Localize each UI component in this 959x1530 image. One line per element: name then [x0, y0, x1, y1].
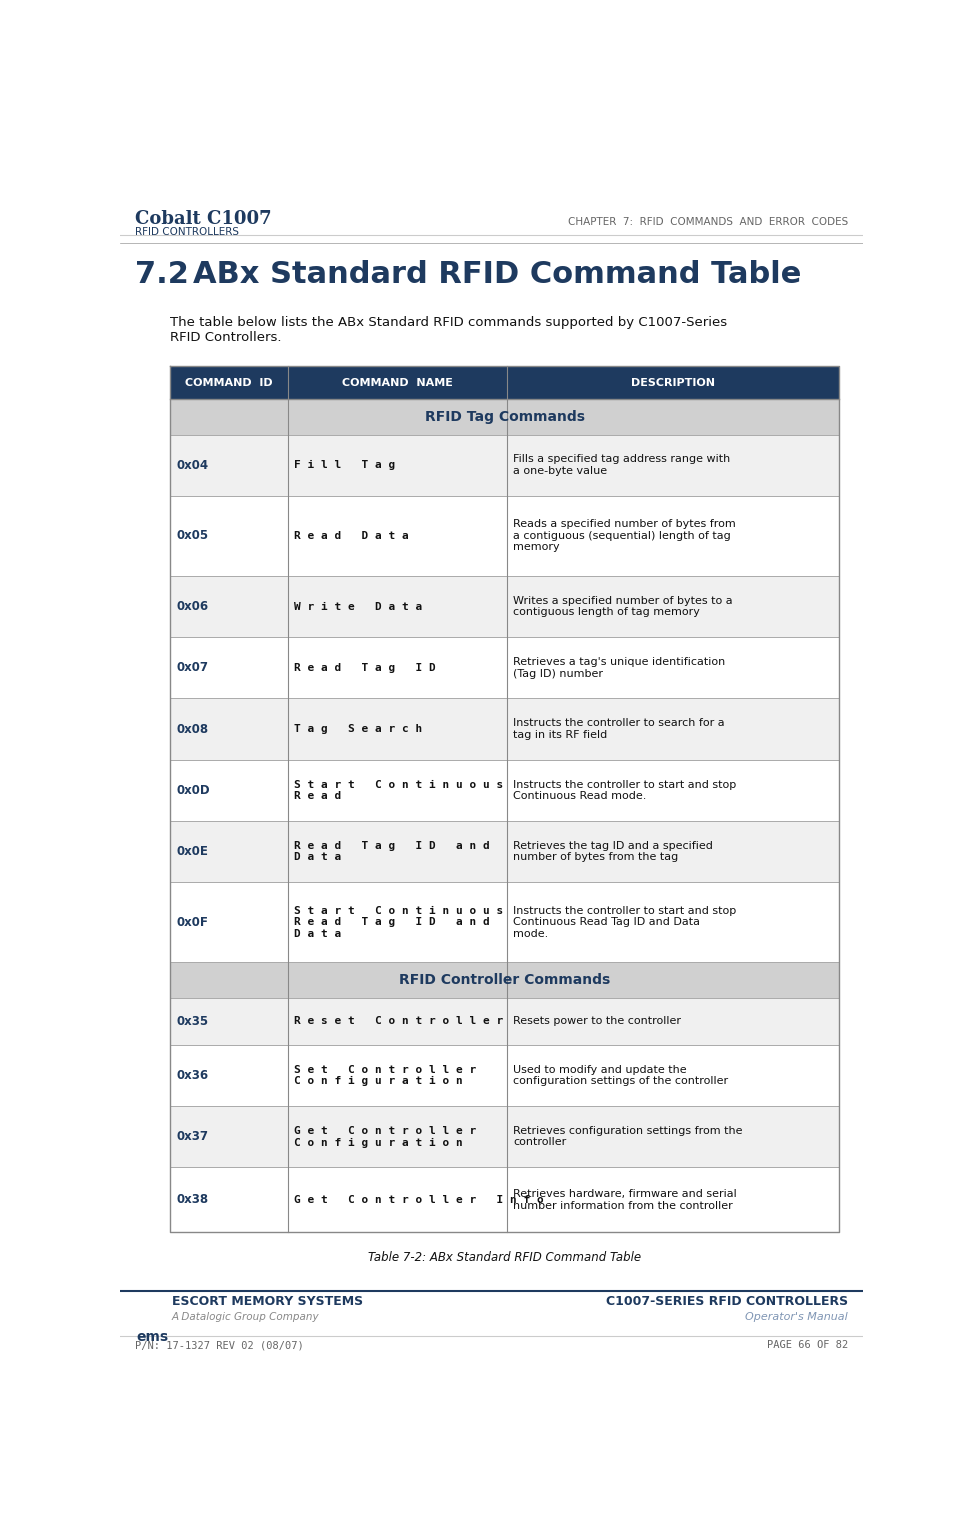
Text: 0x07: 0x07	[176, 661, 208, 675]
Text: 0x36: 0x36	[176, 1069, 208, 1082]
Text: 0x37: 0x37	[176, 1131, 208, 1143]
Text: A Datalogic Group Company: A Datalogic Group Company	[172, 1313, 319, 1322]
Bar	[171, 883, 839, 962]
Text: Used to modify and update the
configuration settings of the controller: Used to modify and update the configurat…	[513, 1065, 728, 1086]
Text: P/N: 17-1327 REV 02 (08/07): P/N: 17-1327 REV 02 (08/07)	[134, 1340, 303, 1351]
Bar	[171, 998, 839, 1045]
Text: 0x08: 0x08	[176, 722, 208, 736]
Text: RFID Controller Commands: RFID Controller Commands	[399, 973, 611, 987]
Text: W r i t e   D a t a: W r i t e D a t a	[293, 601, 422, 612]
Text: R e s e t   C o n t r o l l e r: R e s e t C o n t r o l l e r	[293, 1016, 503, 1027]
Text: Retrieves the tag ID and a specified
number of bytes from the tag: Retrieves the tag ID and a specified num…	[513, 842, 713, 863]
Bar	[171, 399, 839, 435]
Text: Reads a specified number of bytes from
a contiguous (sequential) length of tag
m: Reads a specified number of bytes from a…	[513, 519, 736, 552]
Text: Operator's Manual: Operator's Manual	[745, 1313, 849, 1322]
Text: Writes a specified number of bytes to a
contiguous length of tag memory: Writes a specified number of bytes to a …	[513, 595, 733, 617]
Text: Fills a specified tag address range with
a one-byte value: Fills a specified tag address range with…	[513, 454, 731, 476]
Text: 0x0D: 0x0D	[176, 783, 210, 797]
Text: COMMAND  ID: COMMAND ID	[185, 378, 273, 387]
Text: 0x05: 0x05	[176, 529, 208, 542]
Text: R e a d   T a g   I D: R e a d T a g I D	[293, 662, 435, 673]
Bar	[171, 962, 839, 998]
Text: 7.2: 7.2	[134, 260, 189, 289]
Bar	[171, 575, 839, 636]
Text: Instructs the controller to start and stop
Continuous Read Tag ID and Data
mode.: Instructs the controller to start and st…	[513, 906, 737, 939]
Text: ABx Standard RFID Command Table: ABx Standard RFID Command Table	[193, 260, 801, 289]
Text: G e t   C o n t r o l l e r   I n f o: G e t C o n t r o l l e r I n f o	[293, 1195, 544, 1204]
Text: 0x35: 0x35	[176, 1014, 208, 1028]
Bar	[171, 822, 839, 883]
Text: Instructs the controller to start and stop
Continuous Read mode.: Instructs the controller to start and st…	[513, 779, 737, 802]
Bar	[171, 1045, 839, 1106]
Text: R e a d   D a t a: R e a d D a t a	[293, 531, 409, 540]
Text: S t a r t   C o n t i n u o u s
R e a d: S t a r t C o n t i n u o u s R e a d	[293, 779, 503, 802]
Bar	[171, 698, 839, 760]
Text: DESCRIPTION: DESCRIPTION	[631, 378, 715, 387]
Text: RFID Tag Commands: RFID Tag Commands	[425, 410, 585, 424]
Text: R e a d   T a g   I D   a n d
D a t a: R e a d T a g I D a n d D a t a	[293, 842, 489, 863]
Text: RFID CONTROLLERS: RFID CONTROLLERS	[134, 226, 239, 237]
Bar	[171, 435, 839, 496]
Text: Retrieves configuration settings from the
controller: Retrieves configuration settings from th…	[513, 1126, 742, 1148]
Text: Instructs the controller to search for a
tag in its RF field: Instructs the controller to search for a…	[513, 718, 725, 741]
Text: PAGE 66 OF 82: PAGE 66 OF 82	[767, 1340, 849, 1351]
Bar	[171, 496, 839, 575]
Text: Resets power to the controller: Resets power to the controller	[513, 1016, 681, 1027]
Text: COMMAND  NAME: COMMAND NAME	[342, 378, 453, 387]
Bar	[171, 760, 839, 822]
Text: 0x04: 0x04	[176, 459, 208, 471]
Text: Table 7-2: ABx Standard RFID Command Table: Table 7-2: ABx Standard RFID Command Tab…	[368, 1252, 642, 1264]
Text: S t a r t   C o n t i n u o u s
R e a d   T a g   I D   a n d
D a t a: S t a r t C o n t i n u o u s R e a d T …	[293, 906, 503, 939]
Text: 0x0F: 0x0F	[176, 916, 208, 929]
Text: The table below lists the ABx Standard RFID commands supported by C1007-Series
R: The table below lists the ABx Standard R…	[171, 315, 728, 344]
Bar	[171, 1167, 839, 1232]
Text: 0x38: 0x38	[176, 1193, 208, 1206]
Text: C1007-SERIES RFID CONTROLLERS: C1007-SERIES RFID CONTROLLERS	[606, 1294, 849, 1308]
Bar	[171, 636, 839, 698]
Text: G e t   C o n t r o l l e r
C o n f i g u r a t i o n: G e t C o n t r o l l e r C o n f i g u …	[293, 1126, 476, 1148]
Bar	[171, 1106, 839, 1167]
Text: T a g   S e a r c h: T a g S e a r c h	[293, 724, 422, 734]
Text: Retrieves hardware, firmware and serial
number information from the controller: Retrieves hardware, firmware and serial …	[513, 1189, 737, 1210]
Bar	[171, 366, 839, 399]
Text: Retrieves a tag's unique identification
(Tag ID) number: Retrieves a tag's unique identification …	[513, 656, 725, 679]
Text: 0x06: 0x06	[176, 600, 208, 614]
Text: ems: ems	[136, 1330, 169, 1343]
Text: S e t   C o n t r o l l e r
C o n f i g u r a t i o n: S e t C o n t r o l l e r C o n f i g u …	[293, 1065, 476, 1086]
Text: F i l l   T a g: F i l l T a g	[293, 461, 395, 470]
Text: CHAPTER  7:  RFID  COMMANDS  AND  ERROR  CODES: CHAPTER 7: RFID COMMANDS AND ERROR CODES	[568, 217, 849, 226]
Text: Cobalt C1007: Cobalt C1007	[134, 210, 271, 228]
Text: 0x0E: 0x0E	[176, 845, 208, 858]
Text: ESCORT MEMORY SYSTEMS: ESCORT MEMORY SYSTEMS	[172, 1294, 363, 1308]
